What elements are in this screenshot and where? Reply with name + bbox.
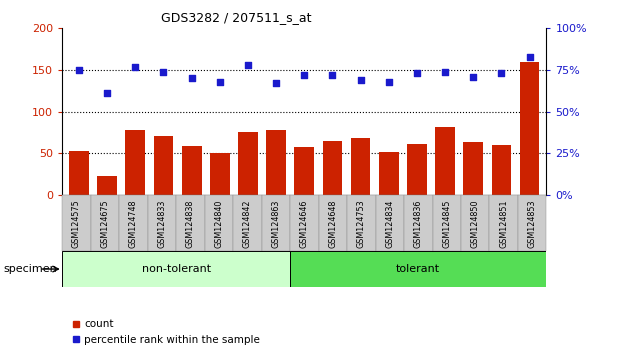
- Text: GSM124646: GSM124646: [300, 199, 309, 247]
- Point: [525, 54, 535, 59]
- Bar: [261, 195, 290, 251]
- Bar: [290, 195, 319, 251]
- Bar: [148, 195, 176, 251]
- Text: GSM124838: GSM124838: [186, 199, 195, 247]
- Bar: [404, 195, 432, 251]
- Point: [468, 74, 478, 79]
- Point: [384, 79, 394, 84]
- Bar: [518, 195, 546, 251]
- Bar: [294, 147, 314, 195]
- Point: [158, 69, 168, 74]
- Text: GSM124834: GSM124834: [385, 199, 394, 247]
- Point: [412, 70, 422, 76]
- Bar: [461, 195, 489, 251]
- Bar: [520, 62, 540, 195]
- Text: GSM124851: GSM124851: [499, 199, 508, 248]
- Bar: [319, 195, 347, 251]
- Text: GSM124853: GSM124853: [528, 199, 537, 248]
- Text: GSM124845: GSM124845: [442, 199, 451, 248]
- Point: [102, 90, 112, 96]
- Bar: [407, 144, 427, 195]
- Point: [74, 67, 84, 73]
- Bar: [347, 195, 376, 251]
- Point: [243, 62, 253, 68]
- Text: GSM124840: GSM124840: [214, 199, 224, 247]
- Bar: [69, 150, 89, 195]
- Point: [130, 64, 140, 69]
- Text: tolerant: tolerant: [396, 264, 440, 274]
- Text: GSM124675: GSM124675: [101, 199, 109, 248]
- Text: GSM124753: GSM124753: [357, 199, 366, 248]
- Point: [440, 69, 450, 74]
- Point: [299, 72, 309, 78]
- Bar: [176, 195, 204, 251]
- Legend: count, percentile rank within the sample: count, percentile rank within the sample: [67, 315, 264, 349]
- Text: GDS3282 / 207511_s_at: GDS3282 / 207511_s_at: [161, 11, 311, 24]
- Text: non-tolerant: non-tolerant: [142, 264, 211, 274]
- Bar: [62, 195, 91, 251]
- Bar: [182, 145, 201, 195]
- Bar: [463, 142, 483, 195]
- Bar: [432, 195, 461, 251]
- Bar: [233, 195, 261, 251]
- Text: GSM124842: GSM124842: [243, 199, 252, 248]
- Text: GSM124836: GSM124836: [414, 199, 423, 247]
- Bar: [97, 176, 117, 195]
- Bar: [91, 195, 119, 251]
- Point: [187, 75, 197, 81]
- Bar: [322, 141, 342, 195]
- Bar: [62, 251, 290, 287]
- Bar: [119, 195, 148, 251]
- Point: [496, 70, 506, 76]
- Bar: [204, 195, 233, 251]
- Bar: [266, 130, 286, 195]
- Point: [356, 77, 366, 83]
- Bar: [489, 195, 518, 251]
- Bar: [351, 138, 371, 195]
- Point: [215, 79, 225, 84]
- Bar: [376, 195, 404, 251]
- Bar: [153, 136, 173, 195]
- Text: GSM124833: GSM124833: [157, 199, 166, 247]
- Text: specimen: specimen: [3, 264, 57, 274]
- Text: GSM124850: GSM124850: [471, 199, 480, 248]
- Text: GSM124748: GSM124748: [129, 199, 138, 248]
- Text: GSM124863: GSM124863: [271, 199, 280, 247]
- Bar: [210, 153, 230, 195]
- Point: [327, 72, 337, 78]
- Text: GSM124648: GSM124648: [329, 199, 337, 247]
- Point: [271, 80, 281, 86]
- Bar: [238, 132, 258, 195]
- Bar: [290, 251, 546, 287]
- Bar: [379, 152, 399, 195]
- Bar: [492, 145, 511, 195]
- Bar: [125, 130, 145, 195]
- Text: GSM124575: GSM124575: [72, 199, 81, 248]
- Bar: [435, 127, 455, 195]
